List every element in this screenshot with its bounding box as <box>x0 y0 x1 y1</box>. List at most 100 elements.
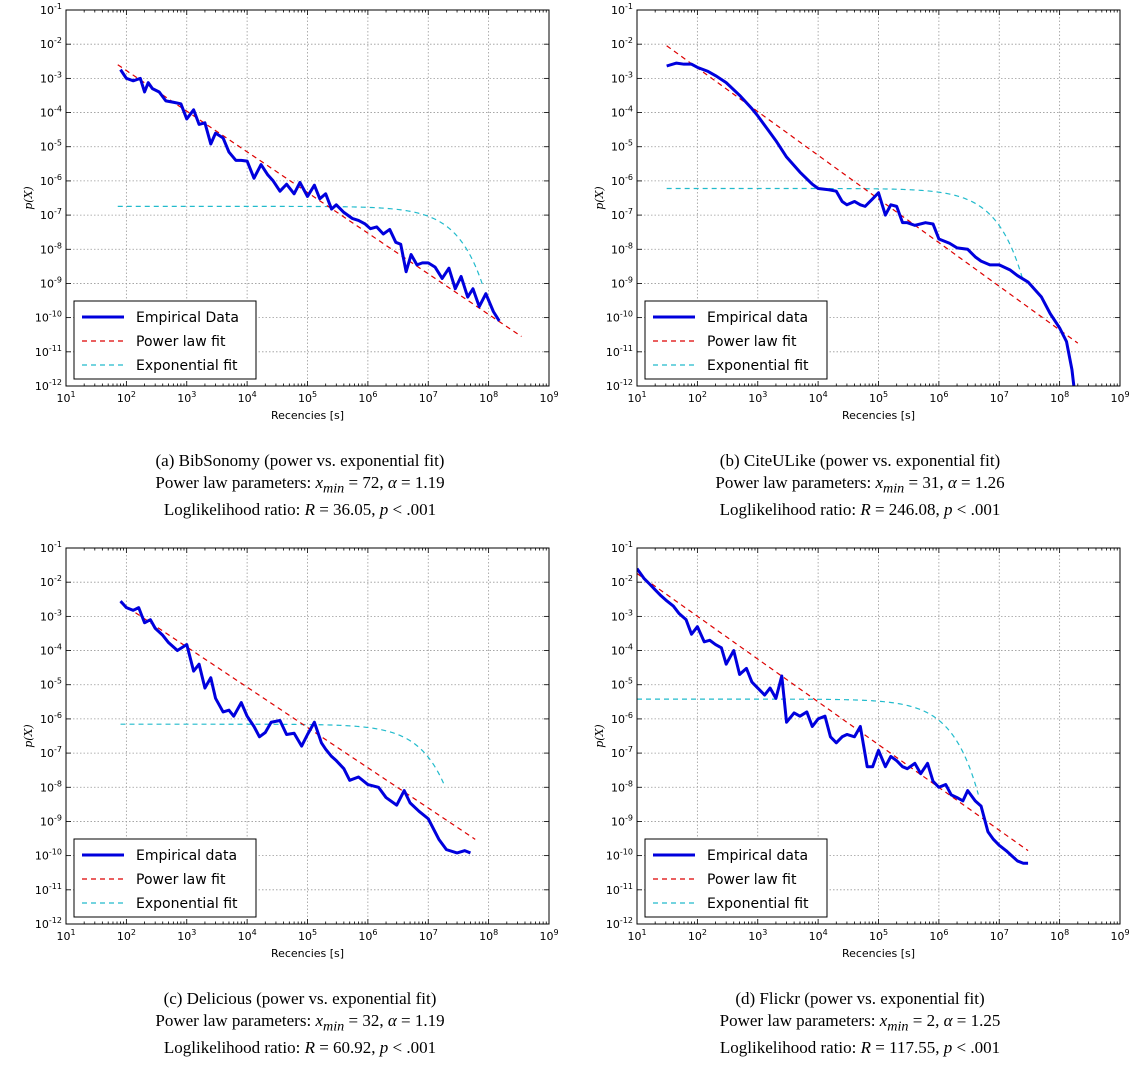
y-tick-label: 10-10 <box>35 310 62 325</box>
y-tick-label: 10-8 <box>40 241 62 256</box>
caption-params: Power law parameters: xmin = 2, α = 1.25 <box>719 1011 1001 1035</box>
x-tick-label: 104 <box>238 928 257 943</box>
y-tick-label: 10-1 <box>611 2 633 17</box>
caption-ratio: Loglikelihood ratio: R = 117.55, p < .00… <box>719 1038 1001 1058</box>
x-tick-label: 107 <box>990 390 1009 405</box>
chart-panel-c: 101 102 103 104 105 106 107 108 109 10-12 10-11 10-… <box>0 538 571 960</box>
legend-box <box>644 838 828 918</box>
y-tick-label: 10-12 <box>35 378 62 393</box>
x-tick-label: 103 <box>748 390 767 405</box>
chart-panel-a: 101 102 103 104 105 106 107 108 109 10-12 10-11 10-… <box>0 0 571 422</box>
y-tick-label: 10-3 <box>611 608 633 623</box>
y-tick-label: 10-3 <box>40 70 62 85</box>
x-tick-label: 108 <box>1050 928 1069 943</box>
legend-box <box>644 300 828 380</box>
x-tick-label: 107 <box>419 928 438 943</box>
x-tick-label: 109 <box>1110 390 1129 405</box>
caption-title: (c) Delicious (power vs. exponential fit… <box>163 989 437 1008</box>
caption-params: Power law parameters: xmin = 32, α = 1.1… <box>155 1011 445 1035</box>
y-tick-label: 10-3 <box>611 70 633 85</box>
exponential-fit-line <box>637 698 979 795</box>
legend: Empirical data Power law fit Exponential f… <box>73 838 257 918</box>
x-tick-label: 104 <box>809 928 828 943</box>
x-tick-label: 109 <box>1110 928 1129 943</box>
x-tick-label: 103 <box>177 928 196 943</box>
caption-params: Power law parameters: xmin = 72, α = 1.1… <box>155 473 445 497</box>
y-tick-label: 10-9 <box>40 813 62 828</box>
caption-ratio: Loglikelihood ratio: R = 246.08, p < .00… <box>719 500 1001 520</box>
legend-label: Exponential fit <box>136 358 238 374</box>
empirical-data-line <box>666 61 1076 386</box>
x-axis-label: Recencies [s] <box>271 409 344 422</box>
x-tick-label: 106 <box>358 928 377 943</box>
x-tick-label: 108 <box>479 390 498 405</box>
y-tick-label: 10-7 <box>611 745 633 760</box>
power-law-fit-line <box>117 64 522 338</box>
x-tick-label: 102 <box>117 928 136 943</box>
y-tick-label: 10-2 <box>611 36 633 51</box>
y-tick-label: 10-1 <box>611 540 633 555</box>
caption-a: (a) BibSonomy (power vs. exponential fit… <box>20 450 580 521</box>
legend-label: Exponential fit <box>707 896 809 912</box>
y-tick-label: 10-4 <box>40 105 62 120</box>
y-tick-label: 10-5 <box>611 677 633 692</box>
x-tick-label: 105 <box>298 928 317 943</box>
y-tick-label: 10-11 <box>606 882 633 897</box>
y-axis-label: p(X) <box>593 186 606 209</box>
legend-label: Empirical data <box>707 310 808 326</box>
legend-label: Exponential fit <box>136 896 238 912</box>
y-tick-label: 10-5 <box>611 139 633 154</box>
legend-box <box>73 838 257 918</box>
y-axis-label: p(X) <box>22 724 35 747</box>
y-tick-label: 10-7 <box>40 745 62 760</box>
empirical-data-line <box>119 68 501 322</box>
chart-b: 101 102 103 104 105 106 107 108 109 10-12 10-11 10-… <box>593 2 1130 422</box>
x-tick-label: 102 <box>688 928 707 943</box>
x-tick-label: 103 <box>748 928 767 943</box>
y-tick-label: 10-5 <box>40 677 62 692</box>
x-tick-label: 107 <box>419 390 438 405</box>
x-tick-label: 104 <box>238 390 257 405</box>
y-tick-label: 10-9 <box>40 275 62 290</box>
chart-c: 101 102 103 104 105 106 107 108 109 10-12 10-11 10-… <box>22 540 559 960</box>
exponential-fit-line <box>117 205 484 286</box>
y-tick-label: 10-7 <box>40 207 62 222</box>
caption-title: (b) CiteULike (power vs. exponential fit… <box>719 451 1001 470</box>
x-tick-label: 108 <box>1050 390 1069 405</box>
x-tick-label: 105 <box>298 390 317 405</box>
chart-d: 101 102 103 104 105 106 107 108 109 10-12 10-11 10-… <box>593 540 1130 960</box>
legend-label: Power law fit <box>707 334 797 350</box>
series-group <box>117 64 522 338</box>
series-group <box>119 600 476 855</box>
plot-frame <box>65 547 550 925</box>
y-tick-label: 10-12 <box>606 916 633 931</box>
x-tick-label: 105 <box>869 928 888 943</box>
y-tick-label: 10-1 <box>40 540 62 555</box>
y-tick-label: 10-8 <box>40 779 62 794</box>
y-tick-label: 10-4 <box>40 643 62 658</box>
x-tick-label: 105 <box>869 390 888 405</box>
empirical-data-line <box>637 567 1029 865</box>
chart-panel-d: 101 102 103 104 105 106 107 108 109 10-12 10-11 10-… <box>571 538 1143 960</box>
y-tick-label: 10-9 <box>611 275 633 290</box>
y-tick-label: 10-6 <box>40 173 62 188</box>
x-tick-label: 101 <box>56 390 75 405</box>
x-tick-label: 108 <box>479 928 498 943</box>
y-tick-label: 10-12 <box>35 916 62 931</box>
caption-ratio: Loglikelihood ratio: R = 60.92, p < .001 <box>163 1038 437 1058</box>
x-tick-label: 102 <box>117 390 136 405</box>
y-tick-label: 10-8 <box>611 241 633 256</box>
chart-a: 101 102 103 104 105 106 107 108 109 10-12 10-11 10-… <box>22 2 559 422</box>
legend: Empirical data Power law fit Exponential f… <box>644 838 828 918</box>
empirical-data-line <box>119 600 471 855</box>
y-tick-label: 10-2 <box>40 36 62 51</box>
power-law-fit-line <box>637 572 1029 852</box>
power-law-fit-line <box>666 45 1079 344</box>
x-axis-label: Recencies [s] <box>271 947 344 960</box>
caption-c: (c) Delicious (power vs. exponential fit… <box>20 988 580 1059</box>
y-tick-label: 10-6 <box>611 711 633 726</box>
x-tick-label: 109 <box>539 928 558 943</box>
chart-panel-b: 101 102 103 104 105 106 107 108 109 10-12 10-11 10-… <box>571 0 1143 422</box>
plot-frame <box>65 9 550 387</box>
x-tick-label: 106 <box>929 928 948 943</box>
